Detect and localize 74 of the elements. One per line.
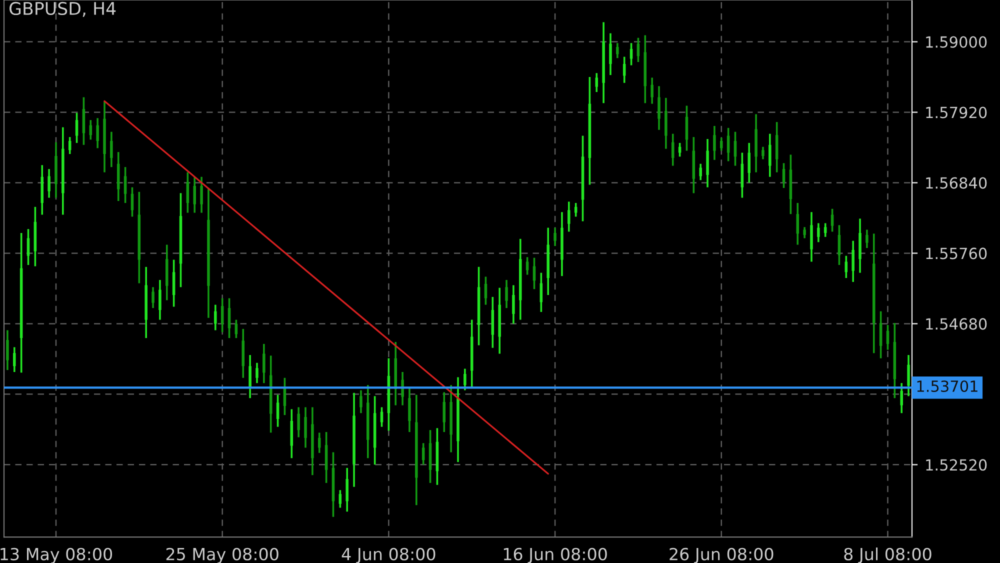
candlestick [304, 406, 307, 449]
candlestick [796, 202, 800, 246]
candlestick [26, 228, 30, 266]
candlestick [886, 324, 890, 351]
candlestick [152, 286, 154, 309]
y-tick-label: 1.52520 [926, 459, 987, 471]
candlestick [248, 354, 252, 399]
candlestick [748, 142, 750, 184]
candlestick [609, 32, 612, 76]
y-tick-label: 1.55760 [926, 248, 987, 260]
candlestick [228, 297, 231, 339]
candlestick [338, 489, 342, 509]
candlestick [866, 228, 868, 249]
candlestick [574, 202, 578, 218]
candlestick [464, 368, 466, 392]
candlestick [408, 386, 411, 433]
candlestick [782, 162, 786, 189]
candlestick [699, 162, 702, 182]
candlestick [554, 226, 556, 247]
candlestick [186, 171, 190, 214]
candlestick [401, 371, 404, 406]
candlestick [907, 354, 910, 398]
candlestick [512, 284, 515, 325]
candlestick [568, 200, 570, 233]
candlestick [172, 258, 176, 308]
candlestick [124, 166, 127, 204]
candlestick [768, 132, 772, 178]
candlestick [110, 130, 113, 168]
candlestick [422, 442, 425, 466]
candlestick [297, 406, 300, 438]
candlestick [214, 304, 217, 332]
candlestick [844, 254, 848, 279]
candlestick [762, 146, 764, 160]
y-tick-label: 1.56840 [926, 177, 987, 189]
candlestick [650, 76, 654, 105]
candlestick [852, 240, 854, 283]
candlestick [671, 132, 674, 167]
candlestick [726, 127, 730, 162]
candlestick [276, 394, 280, 428]
candlestick [817, 222, 820, 244]
candlestick [193, 176, 196, 214]
candlestick [360, 389, 362, 414]
candlestick [803, 226, 806, 240]
y-tick-label: 1.54680 [926, 318, 987, 330]
candlestick [318, 432, 321, 454]
candlestick [713, 125, 716, 161]
candlestick [636, 36, 640, 63]
candlestick [48, 168, 50, 199]
y-tick-label: 1.57920 [926, 106, 987, 118]
candlestick [346, 467, 348, 513]
candlestick [158, 279, 162, 321]
candlestick [526, 256, 529, 276]
candlestick [256, 362, 258, 384]
candlestick [540, 272, 543, 313]
candlestick [740, 152, 744, 199]
candlestick [220, 297, 224, 334]
candlestick [200, 176, 203, 214]
candlestick [616, 42, 619, 59]
candlestick [13, 346, 16, 373]
candlestick [720, 136, 723, 152]
candlestick [505, 279, 508, 309]
candlestick [6, 329, 9, 371]
candlestick [900, 382, 903, 414]
candlestick [595, 72, 598, 93]
candlestick [262, 343, 266, 384]
candlestick [824, 222, 827, 238]
candlestick [830, 208, 834, 233]
chart-title: GBPUSD, H4 [10, 2, 116, 17]
candlestick [879, 310, 882, 360]
y-tick-label: 1.59000 [926, 36, 987, 48]
ref-line-label: 1.53701 [917, 380, 978, 392]
candlestick [234, 318, 238, 339]
candlestick [96, 117, 99, 150]
candlestick [658, 85, 660, 131]
